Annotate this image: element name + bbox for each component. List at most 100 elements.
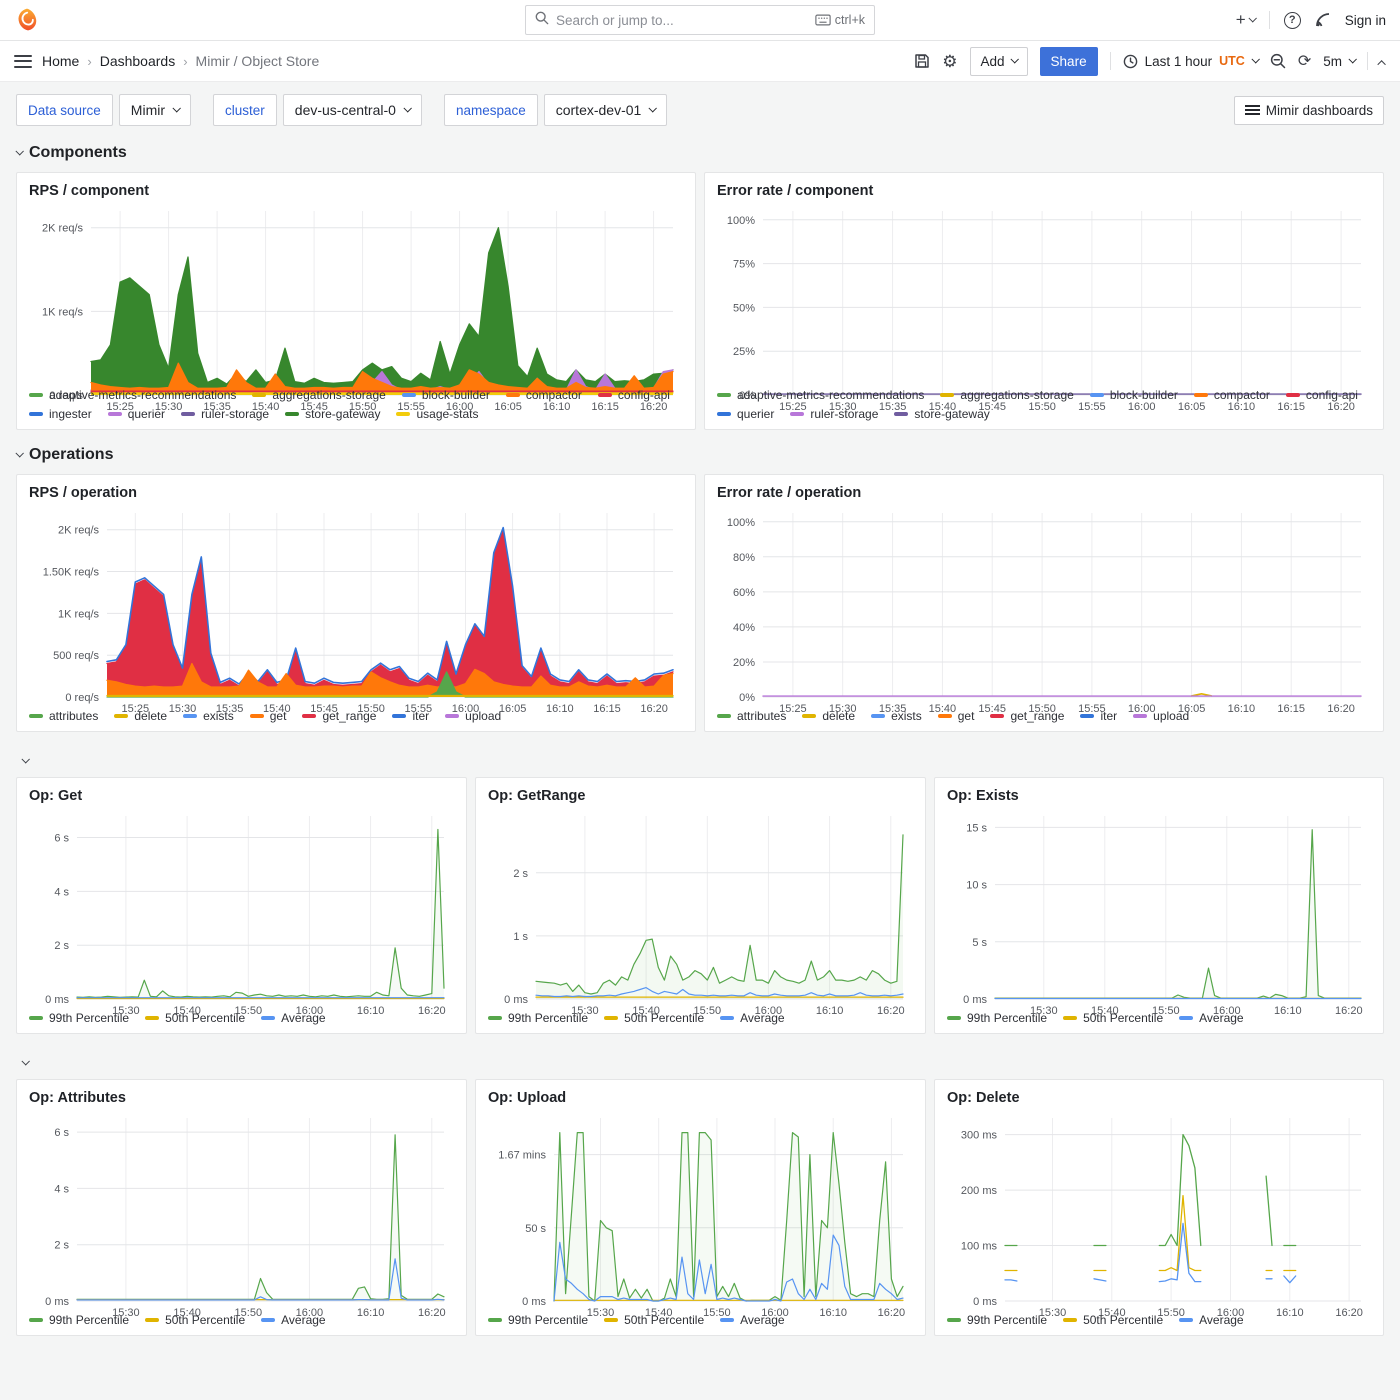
time-series-plot[interactable]: 0 ms50 s1.67 mins15:3015:4015:5016:0016:… (488, 1110, 913, 1307)
legend-item[interactable]: Average (1179, 1313, 1243, 1327)
legend-item[interactable]: querier (108, 407, 165, 421)
variable-value-dropdown[interactable]: Mimir (119, 94, 191, 126)
time-series-plot[interactable]: 0%20%40%60%80%100%15:2515:3015:3515:4015… (717, 505, 1371, 703)
legend-item[interactable]: upload (445, 709, 501, 723)
dashboard-settings-icon[interactable]: ⚙ (942, 53, 957, 70)
time-series-plot[interactable]: 0 ms100 ms200 ms300 ms15:3015:4015:5016:… (947, 1110, 1371, 1307)
legend-item[interactable]: usage-stats (396, 407, 478, 421)
time-range-picker[interactable]: Last 1 hour UTC (1123, 54, 1258, 69)
refresh-interval-picker[interactable]: 5m (1323, 54, 1355, 69)
svg-text:300 ms: 300 ms (961, 1130, 998, 1142)
series-color-icon (604, 1318, 618, 1322)
panel-title[interactable]: Op: Attributes (29, 1088, 454, 1110)
add-panel-button[interactable]: Add (970, 47, 1028, 76)
breadcrumb-dashboards[interactable]: Dashboards (100, 53, 176, 69)
help-icon[interactable]: ? (1284, 12, 1301, 29)
legend-item[interactable]: delete (114, 709, 167, 723)
panel-title[interactable]: Op: GetRange (488, 786, 913, 808)
time-series-plot[interactable]: 0%25%50%75%100%15:2515:3015:3515:4015:45… (717, 203, 1371, 382)
search-input[interactable] (556, 13, 808, 28)
legend-item[interactable]: upload (1133, 709, 1189, 723)
legend-item[interactable]: adaptive-metrics-recommendations (717, 388, 924, 402)
legend-item[interactable]: exists (183, 709, 234, 723)
legend-item[interactable]: 50th Percentile (604, 1313, 704, 1327)
mimir-dashboards-button[interactable]: Mimir dashboards (1234, 96, 1384, 125)
variable-value-dropdown[interactable]: dev-us-central-0 (283, 94, 422, 126)
legend-item[interactable]: 50th Percentile (604, 1011, 704, 1025)
share-button[interactable]: Share (1040, 47, 1098, 76)
legend-item[interactable]: 99th Percentile (488, 1313, 588, 1327)
time-series-plot[interactable]: 0 req/s500 req/s1K req/s1.50K req/s2K re… (29, 505, 683, 703)
sign-in-link[interactable]: Sign in (1345, 13, 1386, 28)
legend-item[interactable]: aggregations-storage (252, 388, 385, 402)
time-series-plot[interactable]: 0 ms5 s10 s15 s15:3015:4015:5016:0016:10… (947, 808, 1371, 1005)
legend-item[interactable]: exists (871, 709, 922, 723)
legend-item[interactable]: 99th Percentile (947, 1313, 1047, 1327)
panel-title[interactable]: Op: Exists (947, 786, 1371, 808)
legend-item[interactable]: Average (720, 1011, 784, 1025)
legend-item[interactable]: attributes (717, 709, 786, 723)
legend-item[interactable]: store-gateway (285, 407, 380, 421)
legend-item[interactable]: 50th Percentile (1063, 1313, 1163, 1327)
legend-item[interactable]: 50th Percentile (1063, 1011, 1163, 1025)
legend-item[interactable]: block-builder (402, 388, 490, 402)
legend-item[interactable]: get (938, 709, 975, 723)
legend-item[interactable]: delete (802, 709, 855, 723)
legend-item[interactable]: 99th Percentile (29, 1011, 129, 1025)
legend-item[interactable]: 99th Percentile (29, 1313, 129, 1327)
legend-item[interactable]: adaptive-metrics-recommendations (29, 388, 236, 402)
row-header-components[interactable]: Components (16, 136, 1384, 172)
legend-item[interactable]: iter (1080, 709, 1117, 723)
legend-item[interactable]: Average (261, 1313, 325, 1327)
breadcrumb-home[interactable]: Home (42, 53, 79, 69)
legend-item[interactable]: aggregations-storage (940, 388, 1073, 402)
legend-item[interactable]: compactor (506, 388, 582, 402)
legend-item[interactable]: iter (392, 709, 429, 723)
panel-title[interactable]: Op: Upload (488, 1088, 913, 1110)
legend-item[interactable]: Average (720, 1313, 784, 1327)
news-icon[interactable] (1315, 12, 1331, 28)
panel-title[interactable]: RPS / component (29, 181, 683, 203)
collapsed-row-toggle[interactable] (16, 1042, 1384, 1079)
panel-title[interactable]: Op: Get (29, 786, 454, 808)
zoom-out-icon[interactable] (1270, 53, 1286, 69)
variable-value-dropdown[interactable]: cortex-dev-01 (544, 94, 668, 126)
legend-item[interactable]: Average (261, 1011, 325, 1025)
legend-item[interactable]: attributes (29, 709, 98, 723)
refresh-icon[interactable]: ⟳ (1298, 51, 1311, 71)
legend-item[interactable]: ruler-storage (181, 407, 269, 421)
row-header-operations[interactable]: Operations (16, 438, 1384, 474)
collapse-toolbar-icon[interactable] (1380, 56, 1386, 66)
menu-icon[interactable] (14, 53, 32, 70)
legend-item[interactable]: 50th Percentile (145, 1313, 245, 1327)
save-dashboard-icon[interactable] (914, 53, 930, 69)
series-color-icon (114, 714, 128, 718)
legend-item[interactable]: config-api (1286, 388, 1358, 402)
legend-item[interactable]: ruler-storage (790, 407, 878, 421)
legend-item[interactable]: ingester (29, 407, 92, 421)
legend-item[interactable]: get_range (302, 709, 376, 723)
grafana-logo[interactable] (14, 7, 40, 33)
panel-title[interactable]: RPS / operation (29, 483, 683, 505)
time-series-plot[interactable]: 0 req/s1K req/s2K req/s15:2515:3015:3515… (29, 203, 683, 382)
panel-title[interactable]: Op: Delete (947, 1088, 1371, 1110)
time-series-plot[interactable]: 0 ms1 s2 s15:3015:4015:5016:0016:1016:20 (488, 808, 913, 1005)
legend-item[interactable]: store-gateway (894, 407, 989, 421)
collapsed-row-toggle[interactable] (16, 740, 1384, 777)
legend-item[interactable]: get (250, 709, 287, 723)
legend-item[interactable]: 99th Percentile (488, 1011, 588, 1025)
legend-item[interactable]: block-builder (1090, 388, 1178, 402)
time-series-plot[interactable]: 0 ms2 s4 s6 s15:3015:4015:5016:0016:1016… (29, 808, 454, 1005)
panel-title[interactable]: Error rate / operation (717, 483, 1371, 505)
legend-item[interactable]: compactor (1194, 388, 1270, 402)
legend-item[interactable]: config-api (598, 388, 670, 402)
global-search[interactable]: ctrl+k (525, 5, 875, 35)
legend-item[interactable]: get_range (990, 709, 1064, 723)
legend-item[interactable]: querier (717, 407, 774, 421)
panel-title[interactable]: Error rate / component (717, 181, 1371, 203)
legend-item[interactable]: 50th Percentile (145, 1011, 245, 1025)
time-series-plot[interactable]: 0 ms2 s4 s6 s15:3015:4015:5016:0016:1016… (29, 1110, 454, 1307)
legend-item[interactable]: Average (1179, 1011, 1243, 1025)
legend-item[interactable]: 99th Percentile (947, 1011, 1047, 1025)
new-menu-button[interactable]: + (1236, 10, 1255, 30)
